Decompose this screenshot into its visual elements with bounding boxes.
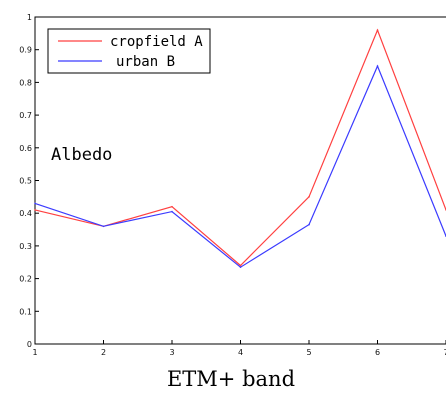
x-tick-label: 3: [169, 348, 174, 357]
y-tick-label: 0.1: [19, 307, 32, 316]
legend-label-cropfield-a: cropfield A: [110, 34, 203, 50]
x-axis-label: ETM+ band: [167, 367, 295, 391]
legend-box: [47, 28, 211, 74]
data-point-cropfield-a: [34, 209, 36, 211]
y-tick-label: 0.5: [19, 177, 32, 186]
x-tick-label: 5: [306, 348, 311, 357]
x-tick-label: 2: [101, 348, 106, 357]
data-point-urban-b: [239, 266, 242, 268]
x-tick-label: 4: [238, 348, 243, 357]
y-tick-label: 0.8: [19, 78, 32, 87]
y-tick-label: 0: [27, 340, 32, 349]
data-point-urban-b: [102, 225, 105, 228]
y-tick-label: 0.7: [19, 111, 32, 120]
data-point-urban-b: [308, 223, 310, 226]
x-tick-label: 6: [375, 348, 380, 357]
legend-label-urban-b: urban B: [116, 54, 175, 70]
x-tick-label: 7: [443, 348, 446, 357]
y-tick-label: 0.4: [19, 209, 32, 218]
x-tick-label: 1: [32, 348, 37, 357]
y-tick-label: 0.2: [19, 275, 32, 284]
data-point-cropfield-a: [376, 29, 379, 31]
data-point-cropfield-a: [308, 196, 310, 198]
y-tick-label: 0.3: [19, 242, 32, 251]
data-point-cropfield-a: [171, 205, 173, 208]
y-tick-label: 1: [27, 13, 32, 22]
y-tick-label: 0.6: [19, 144, 32, 153]
data-point-urban-b: [376, 65, 379, 67]
legend: cropfield A urban B: [47, 28, 211, 74]
y-axis: 0 0.1 0.2 0.3 0.4 0.5 0.6 0.7 0.8 0.9 1: [19, 13, 39, 349]
albedo-annotation: Albedo: [51, 145, 112, 165]
data-point-urban-b: [34, 202, 36, 205]
data-point-cropfield-a: [239, 264, 242, 267]
y-tick-label: 0.9: [19, 46, 32, 55]
data-point-urban-b: [171, 210, 173, 213]
x-axis: 1 2 3 4 5 6 7: [32, 340, 446, 357]
